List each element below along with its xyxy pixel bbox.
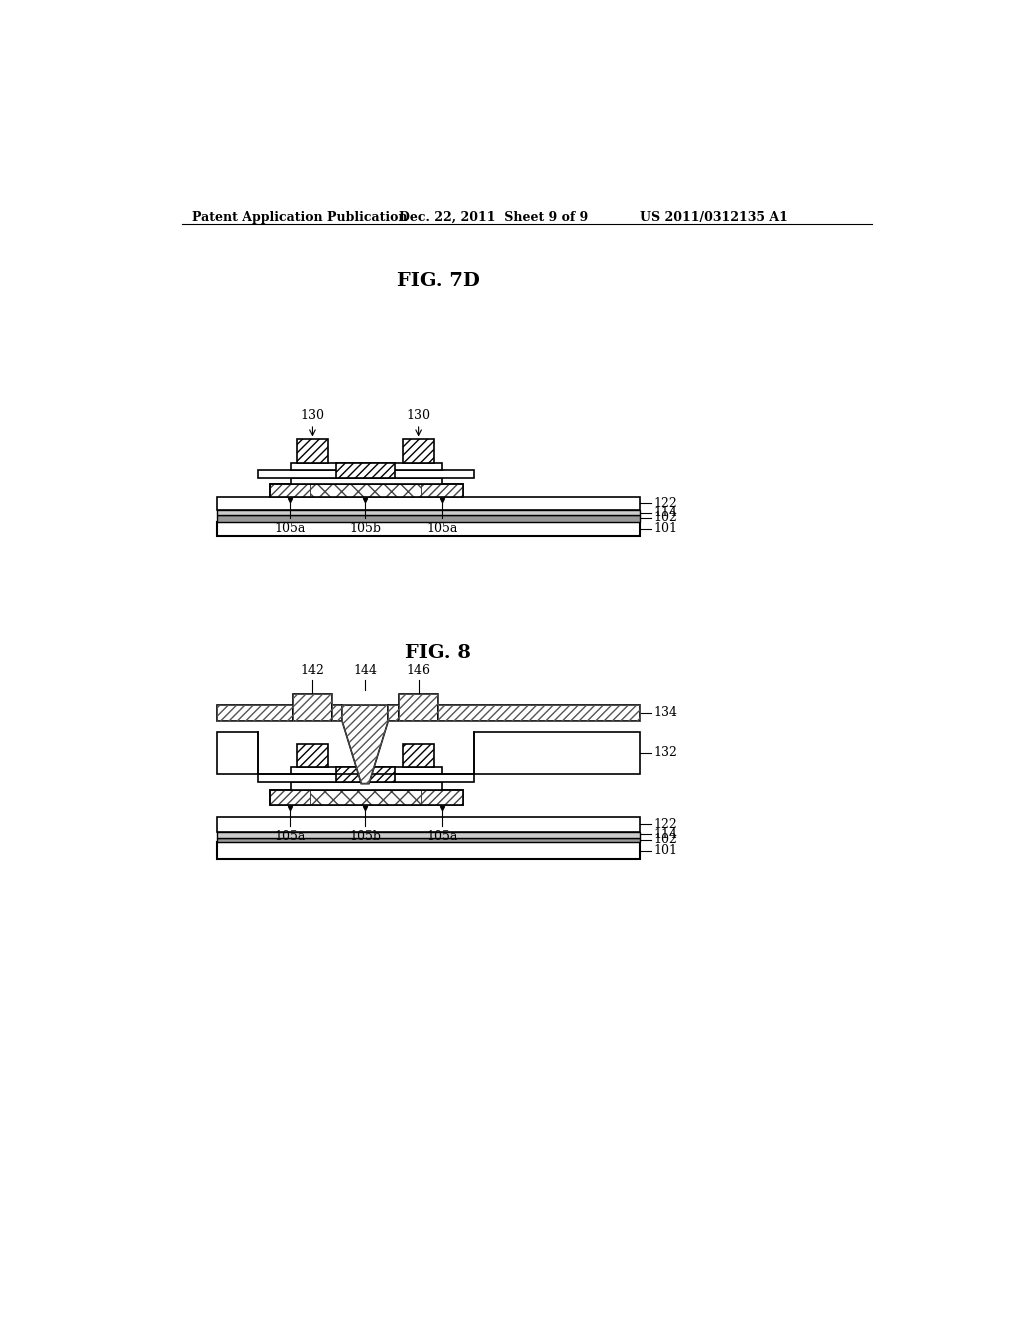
Bar: [217, 733, 258, 775]
Bar: [258, 775, 474, 781]
Bar: [217, 515, 640, 521]
Bar: [217, 521, 640, 536]
Bar: [438, 705, 640, 721]
Text: 101: 101: [653, 843, 678, 857]
Text: FIG. 7D: FIG. 7D: [396, 272, 479, 290]
Bar: [291, 767, 442, 775]
Bar: [270, 789, 310, 805]
Bar: [217, 705, 293, 721]
Bar: [310, 789, 421, 805]
Bar: [270, 484, 463, 498]
Bar: [217, 842, 640, 859]
Bar: [217, 511, 640, 515]
Bar: [217, 838, 640, 842]
Bar: [336, 462, 395, 478]
Bar: [438, 705, 640, 721]
Bar: [403, 440, 434, 462]
Text: 102: 102: [653, 511, 677, 524]
Text: 146: 146: [407, 664, 431, 677]
Text: 105a: 105a: [274, 521, 305, 535]
Text: 105a: 105a: [426, 521, 458, 535]
Bar: [270, 484, 463, 498]
Text: US 2011/0312135 A1: US 2011/0312135 A1: [640, 211, 787, 224]
Bar: [388, 705, 399, 721]
Bar: [421, 789, 463, 805]
Bar: [388, 705, 399, 721]
Text: 105b: 105b: [349, 521, 381, 535]
Bar: [291, 478, 442, 484]
Bar: [291, 462, 442, 470]
Text: Patent Application Publication: Patent Application Publication: [193, 211, 408, 224]
Bar: [270, 484, 310, 498]
Text: 122: 122: [653, 496, 677, 510]
Bar: [332, 705, 342, 721]
Polygon shape: [342, 705, 388, 784]
Text: 122: 122: [653, 818, 677, 832]
Bar: [291, 781, 442, 789]
Bar: [474, 733, 640, 775]
Text: 105b: 105b: [349, 830, 381, 843]
Bar: [336, 767, 395, 781]
Text: 130: 130: [300, 409, 325, 422]
Text: 144: 144: [353, 664, 377, 677]
Bar: [332, 705, 342, 721]
Bar: [297, 743, 328, 767]
Text: 101: 101: [653, 523, 678, 536]
Text: 105a: 105a: [426, 830, 458, 843]
Bar: [270, 789, 463, 805]
Text: 102: 102: [653, 833, 677, 846]
Bar: [217, 817, 640, 832]
Text: 142: 142: [300, 664, 325, 677]
Text: 114: 114: [653, 506, 678, 519]
Bar: [258, 470, 474, 478]
Text: 105a: 105a: [274, 830, 305, 843]
Bar: [421, 484, 463, 498]
Bar: [399, 693, 438, 721]
Bar: [270, 789, 463, 805]
Bar: [399, 693, 438, 721]
Text: FIG. 8: FIG. 8: [406, 644, 471, 661]
Text: Dec. 22, 2011  Sheet 9 of 9: Dec. 22, 2011 Sheet 9 of 9: [399, 211, 589, 224]
Bar: [297, 440, 328, 462]
Bar: [403, 743, 434, 767]
Bar: [293, 693, 332, 721]
Bar: [293, 693, 332, 721]
Bar: [217, 498, 640, 511]
Bar: [310, 484, 421, 498]
Text: 130: 130: [407, 409, 431, 422]
Bar: [217, 705, 293, 721]
Text: 134: 134: [653, 706, 678, 719]
Text: 114: 114: [653, 828, 678, 841]
Bar: [217, 832, 640, 838]
Text: 132: 132: [653, 746, 677, 759]
